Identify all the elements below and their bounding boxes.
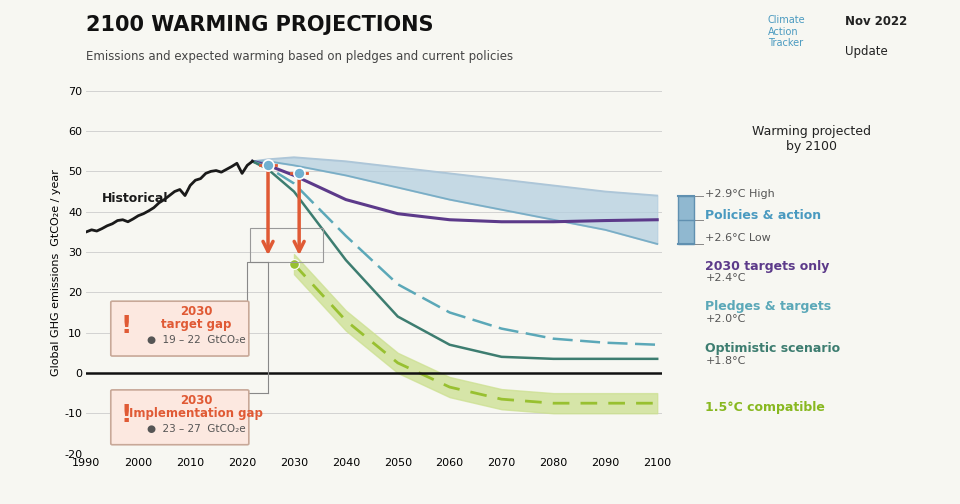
Text: 2030: 2030: [180, 305, 212, 319]
Bar: [250, 228, 323, 262]
Text: target gap: target gap: [161, 318, 231, 331]
Text: +1.8°C: +1.8°C: [706, 356, 746, 366]
Text: 2030: 2030: [180, 394, 212, 407]
Text: Implementation gap: Implementation gap: [129, 407, 263, 420]
Text: 2100 WARMING PROJECTIONS: 2100 WARMING PROJECTIONS: [86, 15, 434, 35]
Text: ●  19 – 22  GtCO₂e: ● 19 – 22 GtCO₂e: [147, 335, 246, 345]
Text: Emissions and expected warming based on pledges and current policies: Emissions and expected warming based on …: [86, 50, 514, 64]
Text: Historical: Historical: [102, 192, 168, 205]
Y-axis label: Global GHG emissions  GtCO₂e / year: Global GHG emissions GtCO₂e / year: [51, 169, 61, 375]
Text: 2030 targets only: 2030 targets only: [706, 260, 829, 273]
Bar: [678, 196, 694, 244]
Text: +2.0°C: +2.0°C: [706, 313, 746, 324]
Text: ●  23 – 27  GtCO₂e: ● 23 – 27 GtCO₂e: [147, 424, 246, 434]
Text: +2.9°C High: +2.9°C High: [706, 188, 775, 199]
Text: !: !: [120, 314, 132, 338]
Text: +2.4°C: +2.4°C: [706, 273, 746, 283]
Text: Climate
Action
Tracker: Climate Action Tracker: [768, 15, 805, 48]
Text: Warming projected
by 2100: Warming projected by 2100: [752, 125, 871, 153]
Text: Nov 2022: Nov 2022: [845, 15, 907, 28]
Text: !: !: [120, 403, 132, 427]
Text: 1.5°C compatible: 1.5°C compatible: [706, 401, 826, 414]
Text: +2.6°C Low: +2.6°C Low: [706, 233, 771, 243]
FancyBboxPatch shape: [110, 390, 249, 445]
Text: Policies & action: Policies & action: [706, 209, 822, 222]
Text: Optimistic scenario: Optimistic scenario: [706, 342, 841, 355]
FancyBboxPatch shape: [110, 301, 249, 356]
Text: Pledges & targets: Pledges & targets: [706, 300, 831, 313]
Text: Update: Update: [845, 45, 888, 58]
